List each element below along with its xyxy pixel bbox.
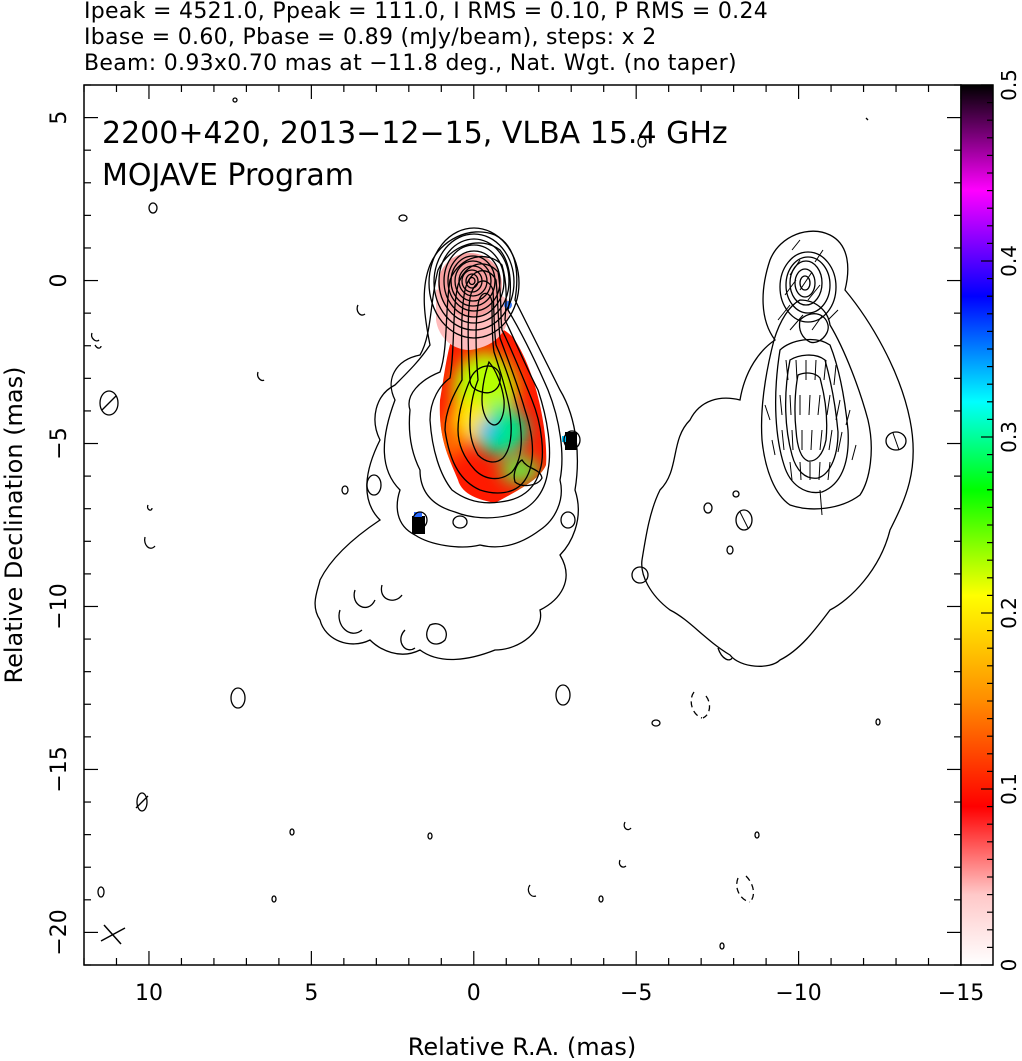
y-tick-label: −5 bbox=[47, 427, 72, 459]
header-line-3: Beam: 0.93x0.70 mas at −11.8 deg., Nat. … bbox=[84, 51, 737, 76]
chart-title: 2200+420, 2013−12−15, VLBA 15.4 GHz bbox=[102, 116, 728, 151]
x-tick-label: 10 bbox=[135, 981, 163, 1006]
polarization-hotspot bbox=[565, 432, 577, 450]
evpa-vectors bbox=[739, 239, 900, 529]
y-axis-label: Relative Declination (mas) bbox=[0, 366, 28, 683]
y-tick-label: 5 bbox=[47, 111, 72, 125]
colorbar-tick-label: 0.1 bbox=[997, 773, 1021, 805]
colorbar-tick-labels: 0 0.1 0.2 0.3 0.4 0.5 bbox=[997, 69, 1021, 971]
x-tick-label: −5 bbox=[620, 981, 652, 1006]
x-tick-label: −15 bbox=[938, 981, 984, 1006]
colorbar-ticks bbox=[981, 84, 993, 966]
colorbar-tick-label: 0.5 bbox=[997, 69, 1021, 101]
y-tick-label: −10 bbox=[47, 583, 72, 629]
intensity-contours bbox=[90, 97, 725, 950]
axis-ticks bbox=[83, 84, 962, 966]
x-tick-label: 5 bbox=[304, 981, 318, 1006]
y-tick-label: 0 bbox=[47, 274, 72, 288]
colorbar-tick-label: 0 bbox=[997, 959, 1021, 972]
colorbar-tick-label: 0.3 bbox=[997, 421, 1021, 453]
x-tick-label: −10 bbox=[775, 981, 821, 1006]
chart-subtitle: MOJAVE Program bbox=[102, 158, 354, 193]
y-tick-label: −15 bbox=[47, 746, 72, 792]
header-line-2: Ibase = 0.60, Pbase = 0.89 (mJy/beam), s… bbox=[84, 25, 657, 50]
beam-marker bbox=[100, 924, 126, 945]
x-tick-label: 0 bbox=[467, 981, 481, 1006]
polarization-hotspot bbox=[412, 516, 425, 534]
polarization-contours bbox=[631, 117, 914, 903]
axis-tick-labels: 10 5 0 −5 −10 −15 5 0 −5 −10 −15 −20 bbox=[47, 111, 984, 1006]
header-line-1: Ipeak = 4521.0, Ppeak = 111.0, I RMS = 0… bbox=[84, 0, 769, 24]
colorbar-tick-label: 0.2 bbox=[997, 597, 1021, 629]
x-axis-label: Relative R.A. (mas) bbox=[408, 1033, 636, 1061]
colorbar-tick-label: 0.4 bbox=[997, 245, 1021, 277]
y-tick-label: −20 bbox=[47, 909, 72, 955]
plot-frame bbox=[83, 84, 962, 966]
